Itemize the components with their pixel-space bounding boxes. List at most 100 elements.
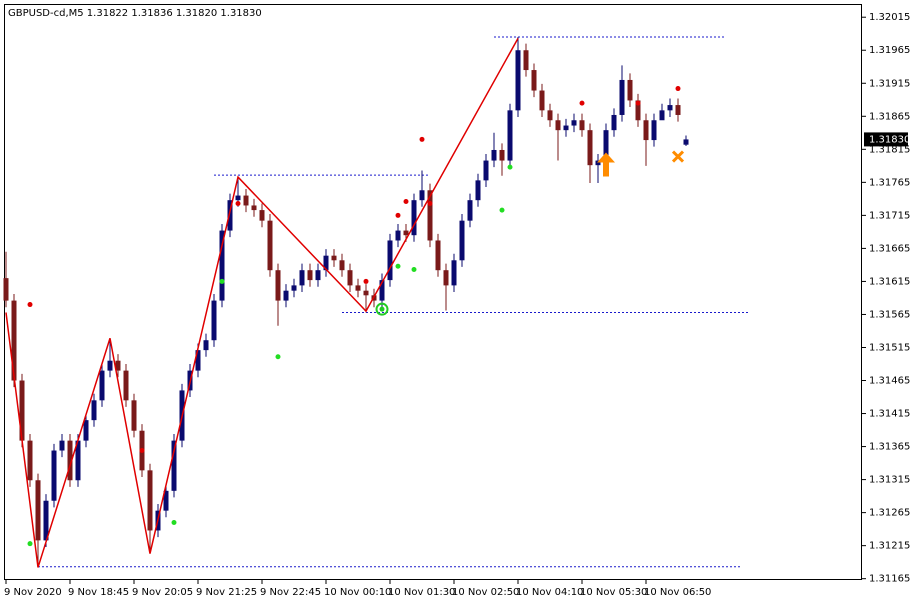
y-tick-label: 1.31365 (869, 442, 910, 453)
candle-body (515, 50, 521, 111)
candle-body (27, 440, 33, 481)
candle-body (507, 110, 513, 161)
sell-dot (403, 199, 409, 205)
candle-body (275, 270, 281, 301)
candle-body (675, 105, 681, 115)
candle-body (251, 205, 257, 211)
candle-body (579, 120, 585, 131)
candle-body (195, 350, 201, 371)
candle-body (283, 290, 289, 301)
y-tick-label: 1.31165 (869, 574, 910, 585)
y-tick-label: 1.31715 (869, 210, 910, 221)
candle-body (611, 114, 617, 131)
candle-body (59, 440, 65, 451)
candle-body (235, 195, 241, 201)
candle-body (459, 220, 465, 261)
candle-body (667, 105, 673, 111)
candle-body (227, 200, 233, 231)
candle-body (587, 130, 593, 166)
candle-body (379, 280, 385, 301)
candle-body (427, 190, 433, 241)
candle-body (571, 120, 577, 126)
y-tick-label: 1.31915 (869, 78, 910, 89)
x-tick-label: 9 Nov 2020 (4, 587, 62, 598)
candle-body (267, 220, 273, 271)
candle-body (147, 470, 153, 531)
candle-body (491, 149, 497, 161)
y-tick-label: 1.31965 (869, 45, 910, 56)
x-tick-label: 10 Nov 02:50 (452, 587, 519, 598)
candle-body (387, 240, 393, 281)
buy-dot (27, 541, 33, 547)
candle-body (467, 200, 473, 221)
candle-body (475, 180, 481, 201)
x-tick-label: 9 Nov 21:25 (196, 587, 257, 598)
buy-dot (411, 267, 417, 273)
candle-body (683, 139, 689, 145)
sell-dot (235, 200, 241, 206)
candle-body (411, 200, 417, 236)
candle-body (19, 380, 25, 441)
candle-body (115, 360, 121, 371)
buy-dot (395, 263, 401, 269)
y-tick-label: 1.31265 (869, 508, 910, 519)
candle-body (51, 450, 57, 501)
candle-body (483, 160, 489, 181)
y-tick-label: 1.31415 (869, 409, 910, 420)
candle-body (203, 340, 209, 351)
candle-body (659, 110, 665, 121)
buy-dot (219, 278, 225, 284)
candle-body (323, 255, 329, 271)
candle-body (291, 285, 297, 291)
candle-body (107, 360, 113, 371)
sell-dot (419, 136, 425, 142)
zigzag-line (5, 37, 519, 568)
y-tick-label: 1.31315 (869, 475, 910, 486)
candle-body (315, 270, 321, 281)
sell-dot (363, 278, 369, 284)
candle-body (43, 500, 49, 541)
x-tick-label: 9 Nov 22:45 (260, 587, 321, 598)
y-tick-label: 1.31465 (869, 376, 910, 387)
candle-body (331, 255, 337, 261)
candle-body (403, 230, 409, 236)
y-tick-label: 1.31815 (869, 144, 910, 155)
candle-body (443, 270, 449, 286)
buy-arrow (597, 152, 615, 177)
circle-signal (375, 302, 389, 316)
x-tick-label: 10 Nov 01:30 (388, 587, 455, 598)
candle-body (619, 79, 625, 115)
candle-body (539, 90, 545, 111)
candle-body (131, 400, 137, 431)
sell-dot (139, 448, 145, 454)
candle-body (83, 420, 89, 441)
buy-dot (499, 207, 505, 213)
candle-body (299, 270, 305, 286)
sell-dot (427, 200, 433, 206)
candle-body (99, 370, 105, 401)
candle-body (123, 370, 129, 401)
buy-dot (171, 520, 177, 526)
candle-body (243, 195, 249, 206)
sell-dot (579, 100, 585, 106)
y-tick-label: 1.31565 (869, 309, 910, 320)
candle-body (499, 149, 505, 161)
y-tick-label: 1.31615 (869, 276, 910, 287)
candle-body (75, 440, 81, 481)
candle-body (627, 79, 633, 101)
x-tick-label: 10 Nov 06:50 (644, 587, 711, 598)
candle-body (3, 278, 9, 301)
candle-body (355, 285, 361, 291)
y-tick-label: 1.31665 (869, 243, 910, 254)
candle-body (531, 70, 537, 91)
candle-body (363, 290, 369, 296)
exit-cross (671, 150, 685, 163)
candle-body (451, 260, 457, 286)
candle-body (563, 125, 569, 131)
candle-body (523, 50, 529, 71)
candle-body (419, 190, 425, 201)
y-tick-label: 1.31515 (869, 342, 910, 353)
sell-dot (27, 302, 33, 308)
candle-body (171, 440, 177, 491)
